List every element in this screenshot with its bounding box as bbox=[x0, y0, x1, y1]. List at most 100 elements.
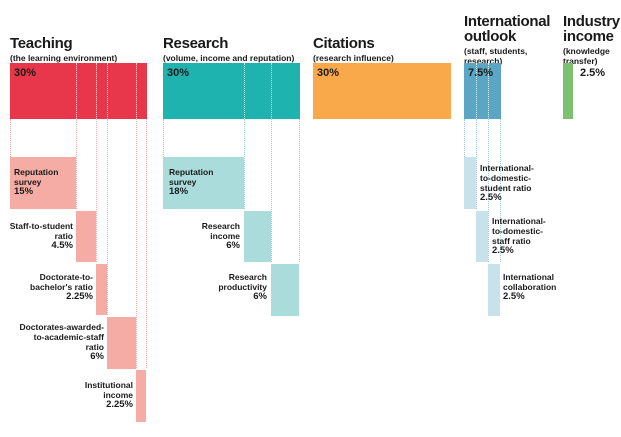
teaching-connector bbox=[146, 119, 147, 368]
international-connector bbox=[464, 119, 465, 157]
international-subtitle-line2: research) bbox=[464, 56, 503, 66]
industry-title-line1: Industry bbox=[563, 13, 620, 30]
teaching-bar-divider bbox=[136, 63, 137, 119]
research-subtitle: (volume, income and reputation) bbox=[163, 53, 295, 63]
international-connector bbox=[500, 119, 501, 262]
label-line: productivity bbox=[218, 282, 267, 292]
label-line: to-academic-staff bbox=[33, 332, 104, 342]
teaching-bar-divider bbox=[107, 63, 108, 119]
teaching-connector bbox=[76, 119, 77, 209]
international-student-ratio-label: International- to-domestic- student rati… bbox=[480, 163, 534, 203]
label-line: to-domestic- bbox=[480, 173, 531, 183]
label-value: 2.25% bbox=[106, 399, 133, 410]
industry-main-bar bbox=[563, 63, 573, 119]
label-value: 6% bbox=[226, 240, 240, 251]
label-line: ratio bbox=[85, 342, 104, 352]
label-line: International- bbox=[480, 163, 534, 173]
international-main-bar bbox=[464, 63, 501, 119]
label-line: student ratio bbox=[480, 183, 532, 193]
label-line: ratio bbox=[54, 231, 73, 241]
citations-weight: 30% bbox=[317, 67, 340, 79]
label-line: Doctorates-awarded- bbox=[19, 322, 104, 332]
research-connector bbox=[244, 119, 245, 209]
research-title: Research bbox=[163, 35, 229, 52]
international-staff-ratio-bar bbox=[476, 211, 488, 262]
teaching-connector bbox=[136, 119, 137, 368]
research-header: Research (volume, income and reputation) bbox=[163, 36, 294, 63]
teaching-doctorates-staff-label: Doctorates-awarded- to-academic-staff ra… bbox=[19, 322, 104, 362]
industry-subtitle-line1: (knowledge bbox=[563, 46, 610, 56]
label-line: income bbox=[210, 231, 240, 241]
international-header: International outlook (staff, students, … bbox=[464, 14, 550, 66]
industry-title-line2: income bbox=[563, 28, 614, 45]
citations-header: Citations (research influence) bbox=[313, 36, 394, 63]
label-line: Doctorate-to- bbox=[39, 272, 93, 282]
international-collaboration-bar bbox=[488, 264, 500, 316]
teaching-weight: 30% bbox=[14, 67, 37, 79]
industry-header: Industry income (knowledge transfer) bbox=[563, 14, 620, 66]
label-value: 2.5% bbox=[503, 291, 525, 302]
label-line: staff ratio bbox=[492, 236, 531, 246]
teaching-staff-student-label: Staff-to-student ratio 4.5% bbox=[10, 221, 73, 251]
label-value: 2.25% bbox=[66, 291, 93, 302]
international-student-ratio-bar bbox=[464, 157, 476, 209]
label-line: Research bbox=[228, 272, 267, 282]
label-value: 6% bbox=[253, 291, 267, 302]
label-line: International bbox=[503, 272, 555, 282]
international-bar-divider bbox=[488, 63, 489, 119]
label-line: Reputation bbox=[14, 167, 59, 177]
label-line: collaboration bbox=[503, 282, 557, 292]
teaching-subtitle: (the learning environment) bbox=[10, 53, 118, 63]
research-income-bar bbox=[244, 211, 271, 262]
research-income-label: Research income 6% bbox=[202, 221, 240, 251]
label-value: 6% bbox=[90, 351, 104, 362]
industry-subtitle-line2: transfer) bbox=[563, 56, 598, 66]
teaching-main-bar bbox=[10, 63, 147, 119]
research-weight: 30% bbox=[167, 67, 190, 79]
citations-main-bar bbox=[313, 63, 451, 119]
teaching-doctorate-bachelor-bar bbox=[96, 264, 107, 315]
research-productivity-label: Research productivity 6% bbox=[218, 272, 267, 302]
label-line: survey bbox=[169, 177, 197, 187]
research-productivity-bar bbox=[271, 264, 299, 316]
teaching-reputation-bar bbox=[10, 157, 76, 209]
label-line: survey bbox=[14, 177, 42, 187]
teaching-reputation-label: Reputation survey 15% bbox=[14, 167, 58, 197]
label-line: Institutional bbox=[84, 380, 133, 390]
label-line: Research bbox=[201, 221, 240, 231]
international-connector bbox=[488, 119, 489, 262]
international-subtitle-line1: (staff, students, bbox=[464, 46, 528, 56]
research-connector bbox=[271, 119, 272, 262]
industry-weight: 2.5% bbox=[580, 67, 606, 79]
citations-subtitle: (research influence) bbox=[313, 53, 394, 63]
label-line: bachelor's ratio bbox=[30, 282, 93, 292]
label-value: 2.5% bbox=[492, 245, 514, 256]
label-value: 2.5% bbox=[480, 192, 502, 203]
international-staff-ratio-label: International- to-domestic- staff ratio … bbox=[492, 216, 546, 256]
label-line: income bbox=[103, 390, 133, 400]
research-reputation-bar bbox=[163, 157, 244, 209]
teaching-connector bbox=[96, 119, 97, 262]
teaching-bar-divider bbox=[76, 63, 77, 119]
research-reputation-label: Reputation survey 18% bbox=[169, 167, 213, 197]
teaching-bar-divider bbox=[96, 63, 97, 119]
teaching-institutional-income-label: Institutional income 2.25% bbox=[85, 380, 133, 410]
teaching-staff-student-bar bbox=[76, 211, 96, 262]
citations-title: Citations bbox=[313, 35, 375, 52]
teaching-title: Teaching bbox=[10, 35, 73, 52]
research-main-bar bbox=[163, 63, 300, 119]
research-connector bbox=[299, 119, 300, 262]
research-bar-divider bbox=[271, 63, 272, 119]
teaching-header: Teaching (the learning environment) bbox=[10, 36, 117, 63]
international-collaboration-label: International collaboration 2.5% bbox=[503, 272, 556, 302]
label-line: International- bbox=[492, 216, 546, 226]
teaching-doctorate-bachelor-label: Doctorate-to- bachelor's ratio 2.25% bbox=[30, 272, 93, 302]
teaching-institutional-income-bar bbox=[136, 370, 146, 422]
label-line: to-domestic- bbox=[492, 226, 543, 236]
teaching-connector bbox=[10, 119, 11, 157]
label-value: 15% bbox=[14, 186, 34, 197]
international-weight: 7.5% bbox=[468, 67, 494, 79]
label-line: Reputation bbox=[169, 167, 214, 177]
label-value: 4.5% bbox=[51, 240, 73, 251]
label-line: Staff-to-student bbox=[9, 221, 73, 231]
